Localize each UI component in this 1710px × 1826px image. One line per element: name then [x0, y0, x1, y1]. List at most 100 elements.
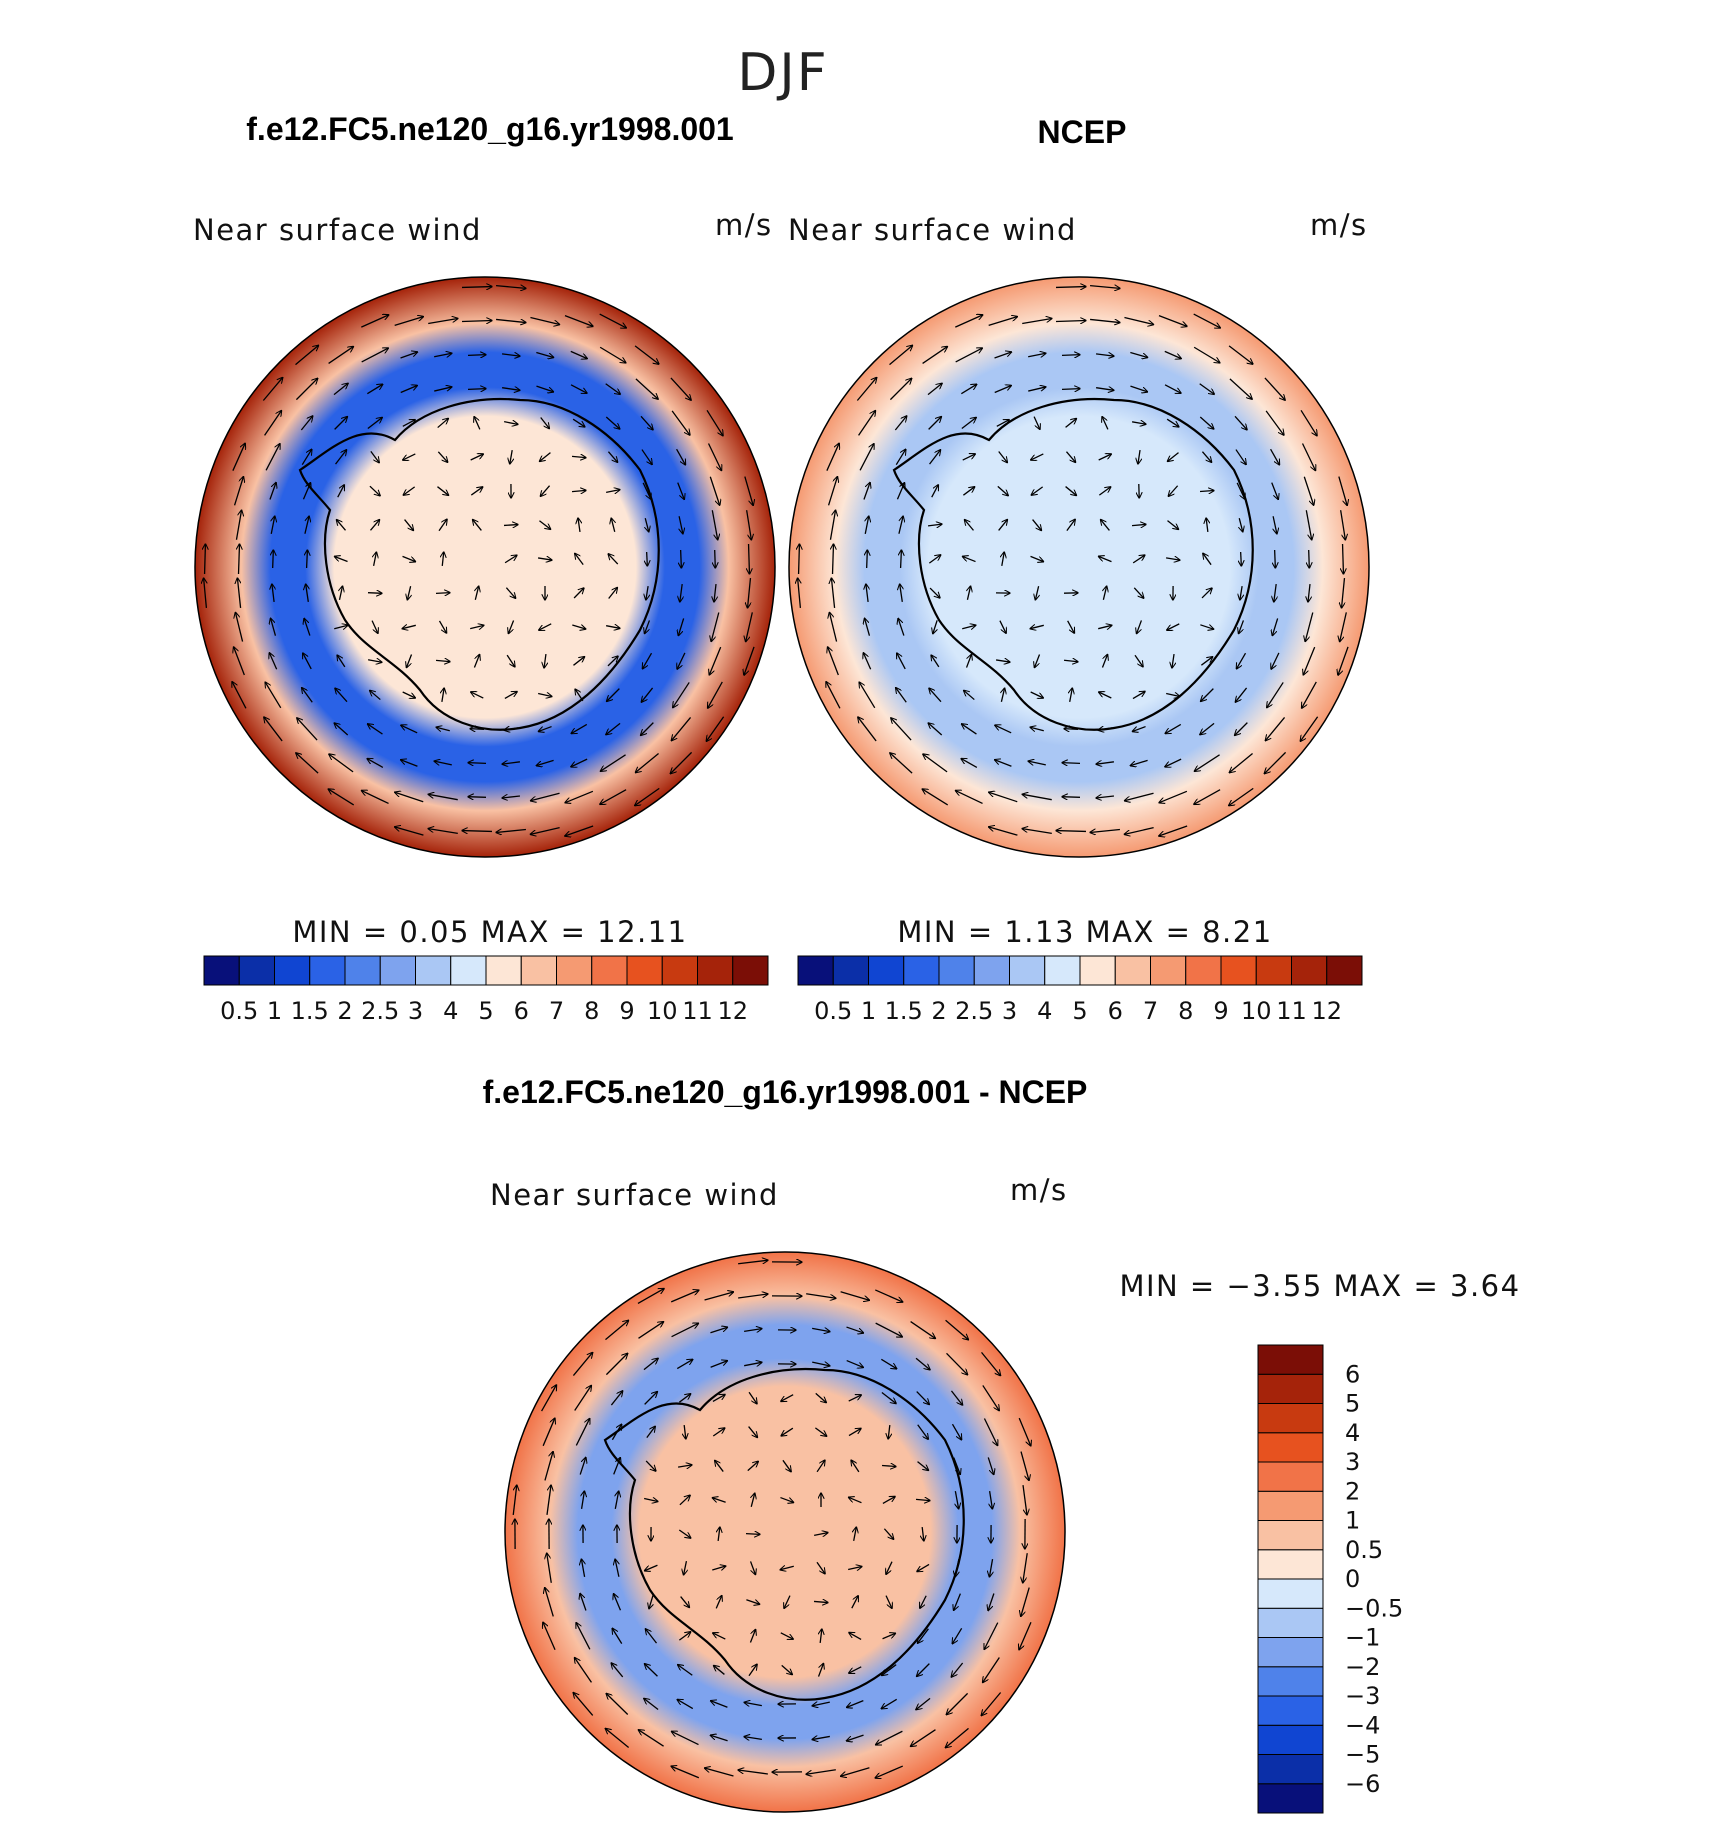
wind-vector: [536, 351, 553, 358]
wind-vector: [946, 1352, 968, 1374]
wind-vector: [573, 1693, 594, 1716]
units-label: m/s: [715, 208, 773, 242]
colorbar-box: [1257, 1403, 1324, 1434]
wind-vector: [402, 625, 416, 628]
wind-vector: [1137, 620, 1143, 633]
wind-vector: [918, 1628, 929, 1643]
wind-vector: [751, 1493, 755, 1507]
wind-vector: [1030, 625, 1044, 628]
colorbar-tick-label: 4: [443, 997, 458, 1025]
colorbar-tick-label: −1: [1345, 1624, 1380, 1652]
wind-vector: [644, 1392, 658, 1405]
wind-vector: [748, 1426, 758, 1438]
wind-vector: [578, 518, 580, 533]
wind-vector: [369, 520, 379, 531]
colorbar-tick-label: 2.5: [361, 997, 399, 1025]
wind-vector: [896, 688, 907, 703]
wind-vector: [962, 556, 976, 563]
wind-vector: [678, 1665, 693, 1676]
wind-vector: [1308, 583, 1310, 602]
wind-vector: [1309, 549, 1310, 568]
wind-vector: [605, 416, 619, 429]
wind-vector: [234, 647, 245, 676]
wind-vector: [954, 1593, 961, 1611]
wind-vector: [467, 389, 486, 390]
wind-vector: [1194, 789, 1221, 805]
wind-vector: [605, 1353, 627, 1376]
wind-vector: [950, 1390, 962, 1405]
wind-vector: [1098, 728, 1113, 730]
wind-vector: [233, 477, 244, 506]
wind-vector: [670, 1290, 699, 1303]
colorbar-tick-label: 5: [478, 997, 493, 1025]
wind-vector: [814, 1533, 828, 1536]
wind-vector: [995, 760, 1012, 767]
wind-vector: [849, 1666, 862, 1673]
wind-vector: [1235, 687, 1248, 702]
wind-vector: [504, 422, 518, 425]
wind-vector: [605, 383, 621, 395]
wind-vector: [571, 490, 586, 491]
wind-vector: [295, 345, 319, 366]
wind-vector: [1130, 385, 1147, 392]
wind-vector: [1061, 355, 1080, 356]
wind-vector: [302, 483, 310, 500]
wind-vector: [611, 1424, 621, 1441]
wind-vector: [1167, 623, 1180, 630]
colorbar-tick-label: 12: [717, 997, 748, 1025]
wind-vector: [1302, 681, 1317, 708]
wind-vector: [1193, 313, 1221, 328]
panel-title: f.e12.FC5.ne120_g16.yr1998.001: [246, 111, 733, 147]
wind-vector: [841, 1767, 870, 1776]
colorbar-tick-label: 7: [549, 997, 564, 1025]
colorbar-tick-label: 6: [514, 997, 529, 1025]
wind-vector: [1338, 646, 1349, 675]
wind-vector: [504, 728, 519, 730]
wind-vector: [572, 418, 585, 427]
wind-vector: [847, 1700, 864, 1708]
wind-vector: [881, 1465, 896, 1466]
antarctica-outline: [298, 398, 660, 731]
wind-vector: [1167, 452, 1179, 462]
wind-vector: [361, 348, 389, 363]
wind-vector: [1166, 418, 1179, 427]
wind-vector: [883, 1528, 893, 1540]
wind-vector: [826, 443, 839, 471]
wind-vector: [645, 1629, 658, 1644]
wind-vector: [781, 1664, 793, 1674]
wind-vector: [945, 1727, 969, 1747]
wind-vector: [672, 1731, 699, 1746]
wind-vector: [1301, 443, 1316, 470]
wind-vector: [367, 660, 382, 663]
wind-vector: [710, 1735, 728, 1742]
wind-vector: [1303, 476, 1313, 505]
wind-vector: [744, 1362, 762, 1365]
wind-vector: [987, 1457, 993, 1474]
wind-vector: [232, 682, 247, 709]
colorbar-box: [1257, 1695, 1324, 1726]
wind-vector: [530, 792, 560, 801]
wind-vector: [679, 1495, 690, 1506]
wind-vector: [645, 1564, 658, 1570]
wind-vector: [677, 1465, 692, 1467]
wind-vector: [882, 1664, 897, 1676]
wind-vector: [1200, 624, 1213, 629]
wind-vector: [714, 1666, 725, 1675]
wind-vector: [831, 578, 834, 608]
wind-vector: [502, 762, 521, 764]
wind-vector: [833, 544, 834, 575]
wind-vector: [301, 449, 311, 465]
wind-vector: [544, 653, 546, 668]
panel-model: f.e12.FC5.ne120_g16.yr1998.001 Near surf…: [193, 111, 776, 1025]
wind-vector: [1241, 551, 1242, 566]
wind-vector: [1099, 692, 1112, 699]
wind-vector: [437, 418, 449, 429]
colorbar-tick-label: 0.5: [1345, 1536, 1383, 1564]
wind-vector: [955, 1491, 958, 1509]
wind-vector: [367, 593, 382, 594]
wind-vector: [265, 444, 280, 471]
wind-vector: [988, 317, 1018, 327]
colorbar-tick-label: 10: [647, 997, 678, 1025]
wind-vector: [917, 1461, 929, 1471]
wind-vector: [1235, 449, 1246, 465]
